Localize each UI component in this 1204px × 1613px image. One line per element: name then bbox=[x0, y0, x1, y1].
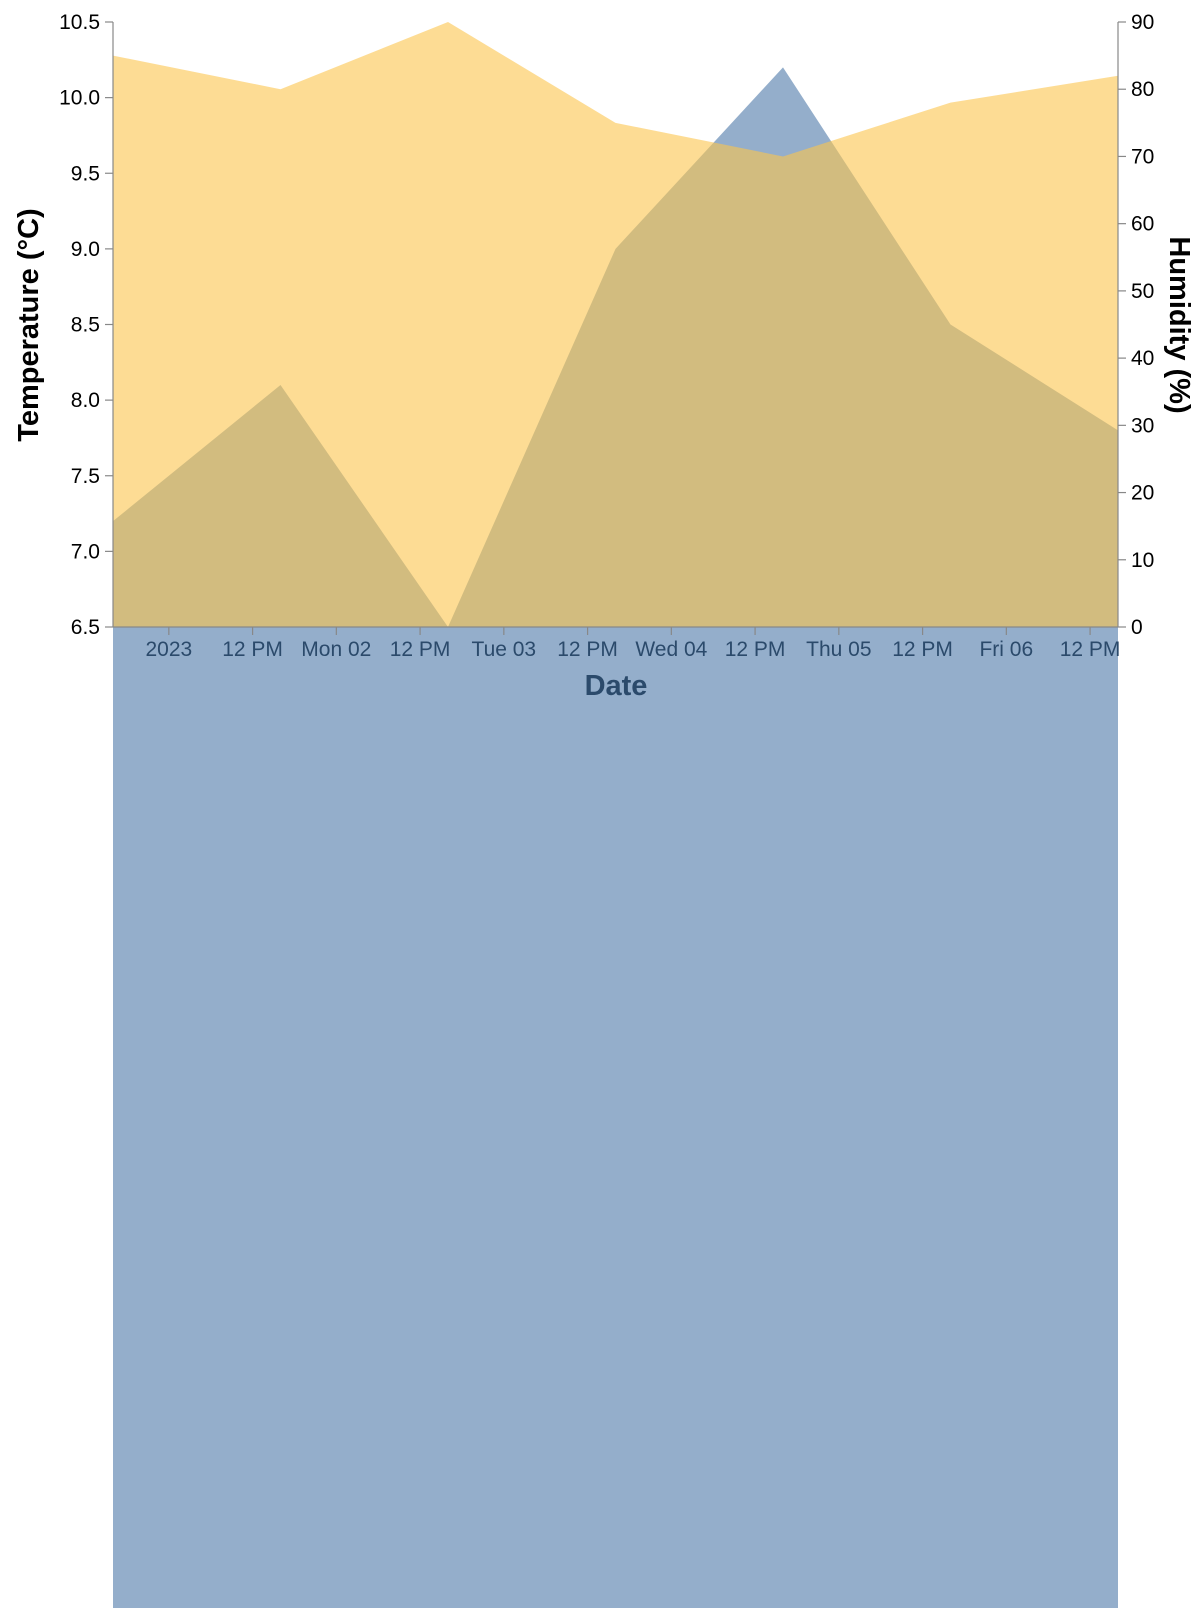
x-tick-label: Mon 02 bbox=[301, 638, 371, 661]
right-tick-label: 40 bbox=[1131, 347, 1154, 370]
left-tick-label: 7.0 bbox=[71, 540, 100, 563]
areas-layer bbox=[113, 22, 1118, 1608]
x-tick-label: Wed 04 bbox=[635, 638, 707, 661]
x-tick-label: 12 PM bbox=[892, 638, 953, 661]
right-tick-label: 80 bbox=[1131, 78, 1154, 101]
left-tick-label: 9.0 bbox=[71, 238, 100, 261]
left-tick-label: 9.5 bbox=[71, 162, 100, 185]
left-tick-label: 10.0 bbox=[59, 87, 100, 110]
x-tick-label: Thu 05 bbox=[806, 638, 871, 661]
humidity-area bbox=[113, 22, 1118, 627]
x-tick-label: 12 PM bbox=[390, 638, 451, 661]
right-axis-title: Humidity (%) bbox=[1163, 236, 1195, 413]
x-tick-label: 12 PM bbox=[222, 638, 283, 661]
right-tick-label: 70 bbox=[1131, 145, 1154, 168]
axes-layer: 6.5 7.0 7.5 8.0 8.5 9.0 9.5 10.0 10.5 0 10 20 30 40 50… bbox=[59, 11, 1154, 661]
x-tick-label: 12 PM bbox=[1060, 638, 1121, 661]
right-tick-label: 90 bbox=[1131, 11, 1154, 34]
x-tick-label: Fri 06 bbox=[979, 638, 1033, 661]
left-tick-label: 6.5 bbox=[71, 616, 100, 639]
left-tick-label: 7.5 bbox=[71, 465, 100, 488]
x-tick-label: 12 PM bbox=[557, 638, 618, 661]
x-axis-title: Date bbox=[585, 670, 648, 702]
x-tick-label: Tue 03 bbox=[472, 638, 537, 661]
right-tick-label: 60 bbox=[1131, 213, 1154, 236]
x-tick-label: 12 PM bbox=[725, 638, 786, 661]
right-tick-label: 10 bbox=[1131, 549, 1154, 572]
x-tick-label: 2023 bbox=[145, 638, 192, 661]
left-tick-label: 8.5 bbox=[71, 314, 100, 337]
right-tick-label: 0 bbox=[1131, 616, 1143, 639]
left-tick-label: 10.5 bbox=[59, 11, 100, 34]
right-tick-label: 50 bbox=[1131, 280, 1154, 303]
right-tick-label: 30 bbox=[1131, 414, 1154, 437]
left-tick-label: 8.0 bbox=[71, 389, 100, 412]
right-tick-label: 20 bbox=[1131, 482, 1154, 505]
left-axis-title: Temperature (°C) bbox=[13, 208, 45, 441]
